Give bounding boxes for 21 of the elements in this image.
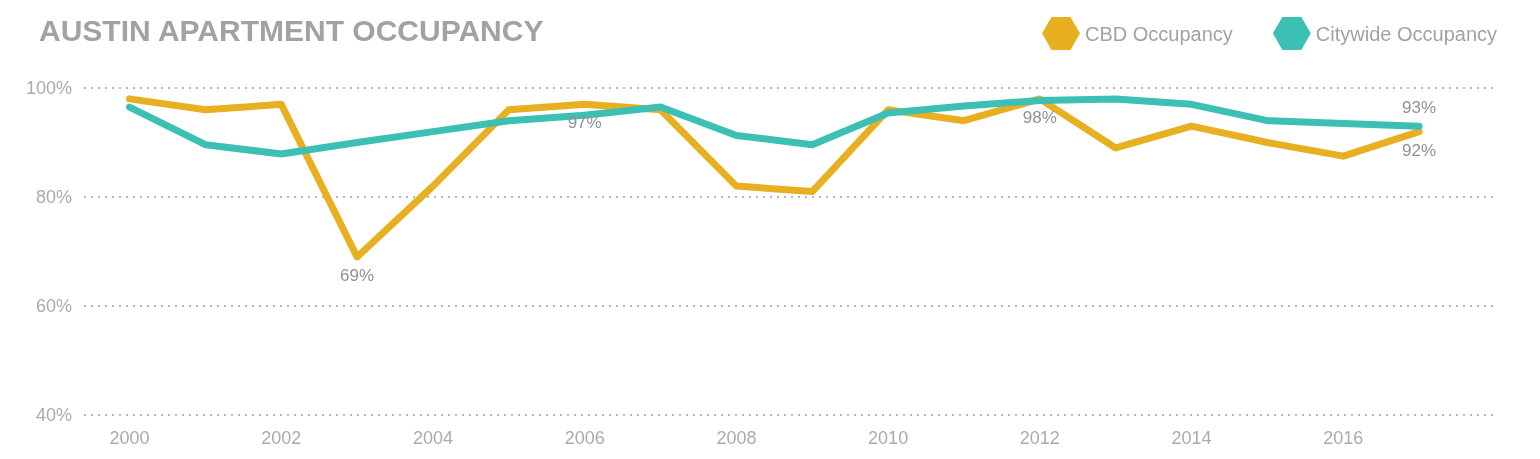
x-tick-label: 2012: [1019, 428, 1060, 448]
y-tick-label: 60%: [35, 296, 72, 316]
x-tick-label: 2010: [868, 428, 909, 448]
data-label: 92%: [1402, 140, 1437, 160]
x-tick-label: 2016: [1323, 428, 1364, 448]
x-tick-label: 2002: [261, 428, 302, 448]
x-tick-label: 2004: [412, 428, 453, 448]
x-tick-label: 2006: [564, 428, 605, 448]
x-tick-label: 2008: [716, 428, 757, 448]
y-tick-label: 80%: [35, 187, 72, 207]
legend-label: Citywide Occupancy: [1315, 22, 1498, 45]
data-label: 97%: [567, 113, 602, 133]
legend-label: CBD Occupancy: [1085, 22, 1233, 45]
x-tick-label: 2014: [1171, 428, 1212, 448]
y-tick-label: 100%: [25, 78, 72, 98]
x-tick-label: 2000: [109, 428, 150, 448]
data-label: 93%: [1402, 98, 1437, 118]
y-tick-label: 40%: [35, 405, 72, 425]
data-label: 69%: [340, 265, 375, 285]
chart-title: AUSTIN APARTMENT OCCUPANCY: [39, 13, 544, 47]
data-label: 98%: [1022, 107, 1057, 127]
